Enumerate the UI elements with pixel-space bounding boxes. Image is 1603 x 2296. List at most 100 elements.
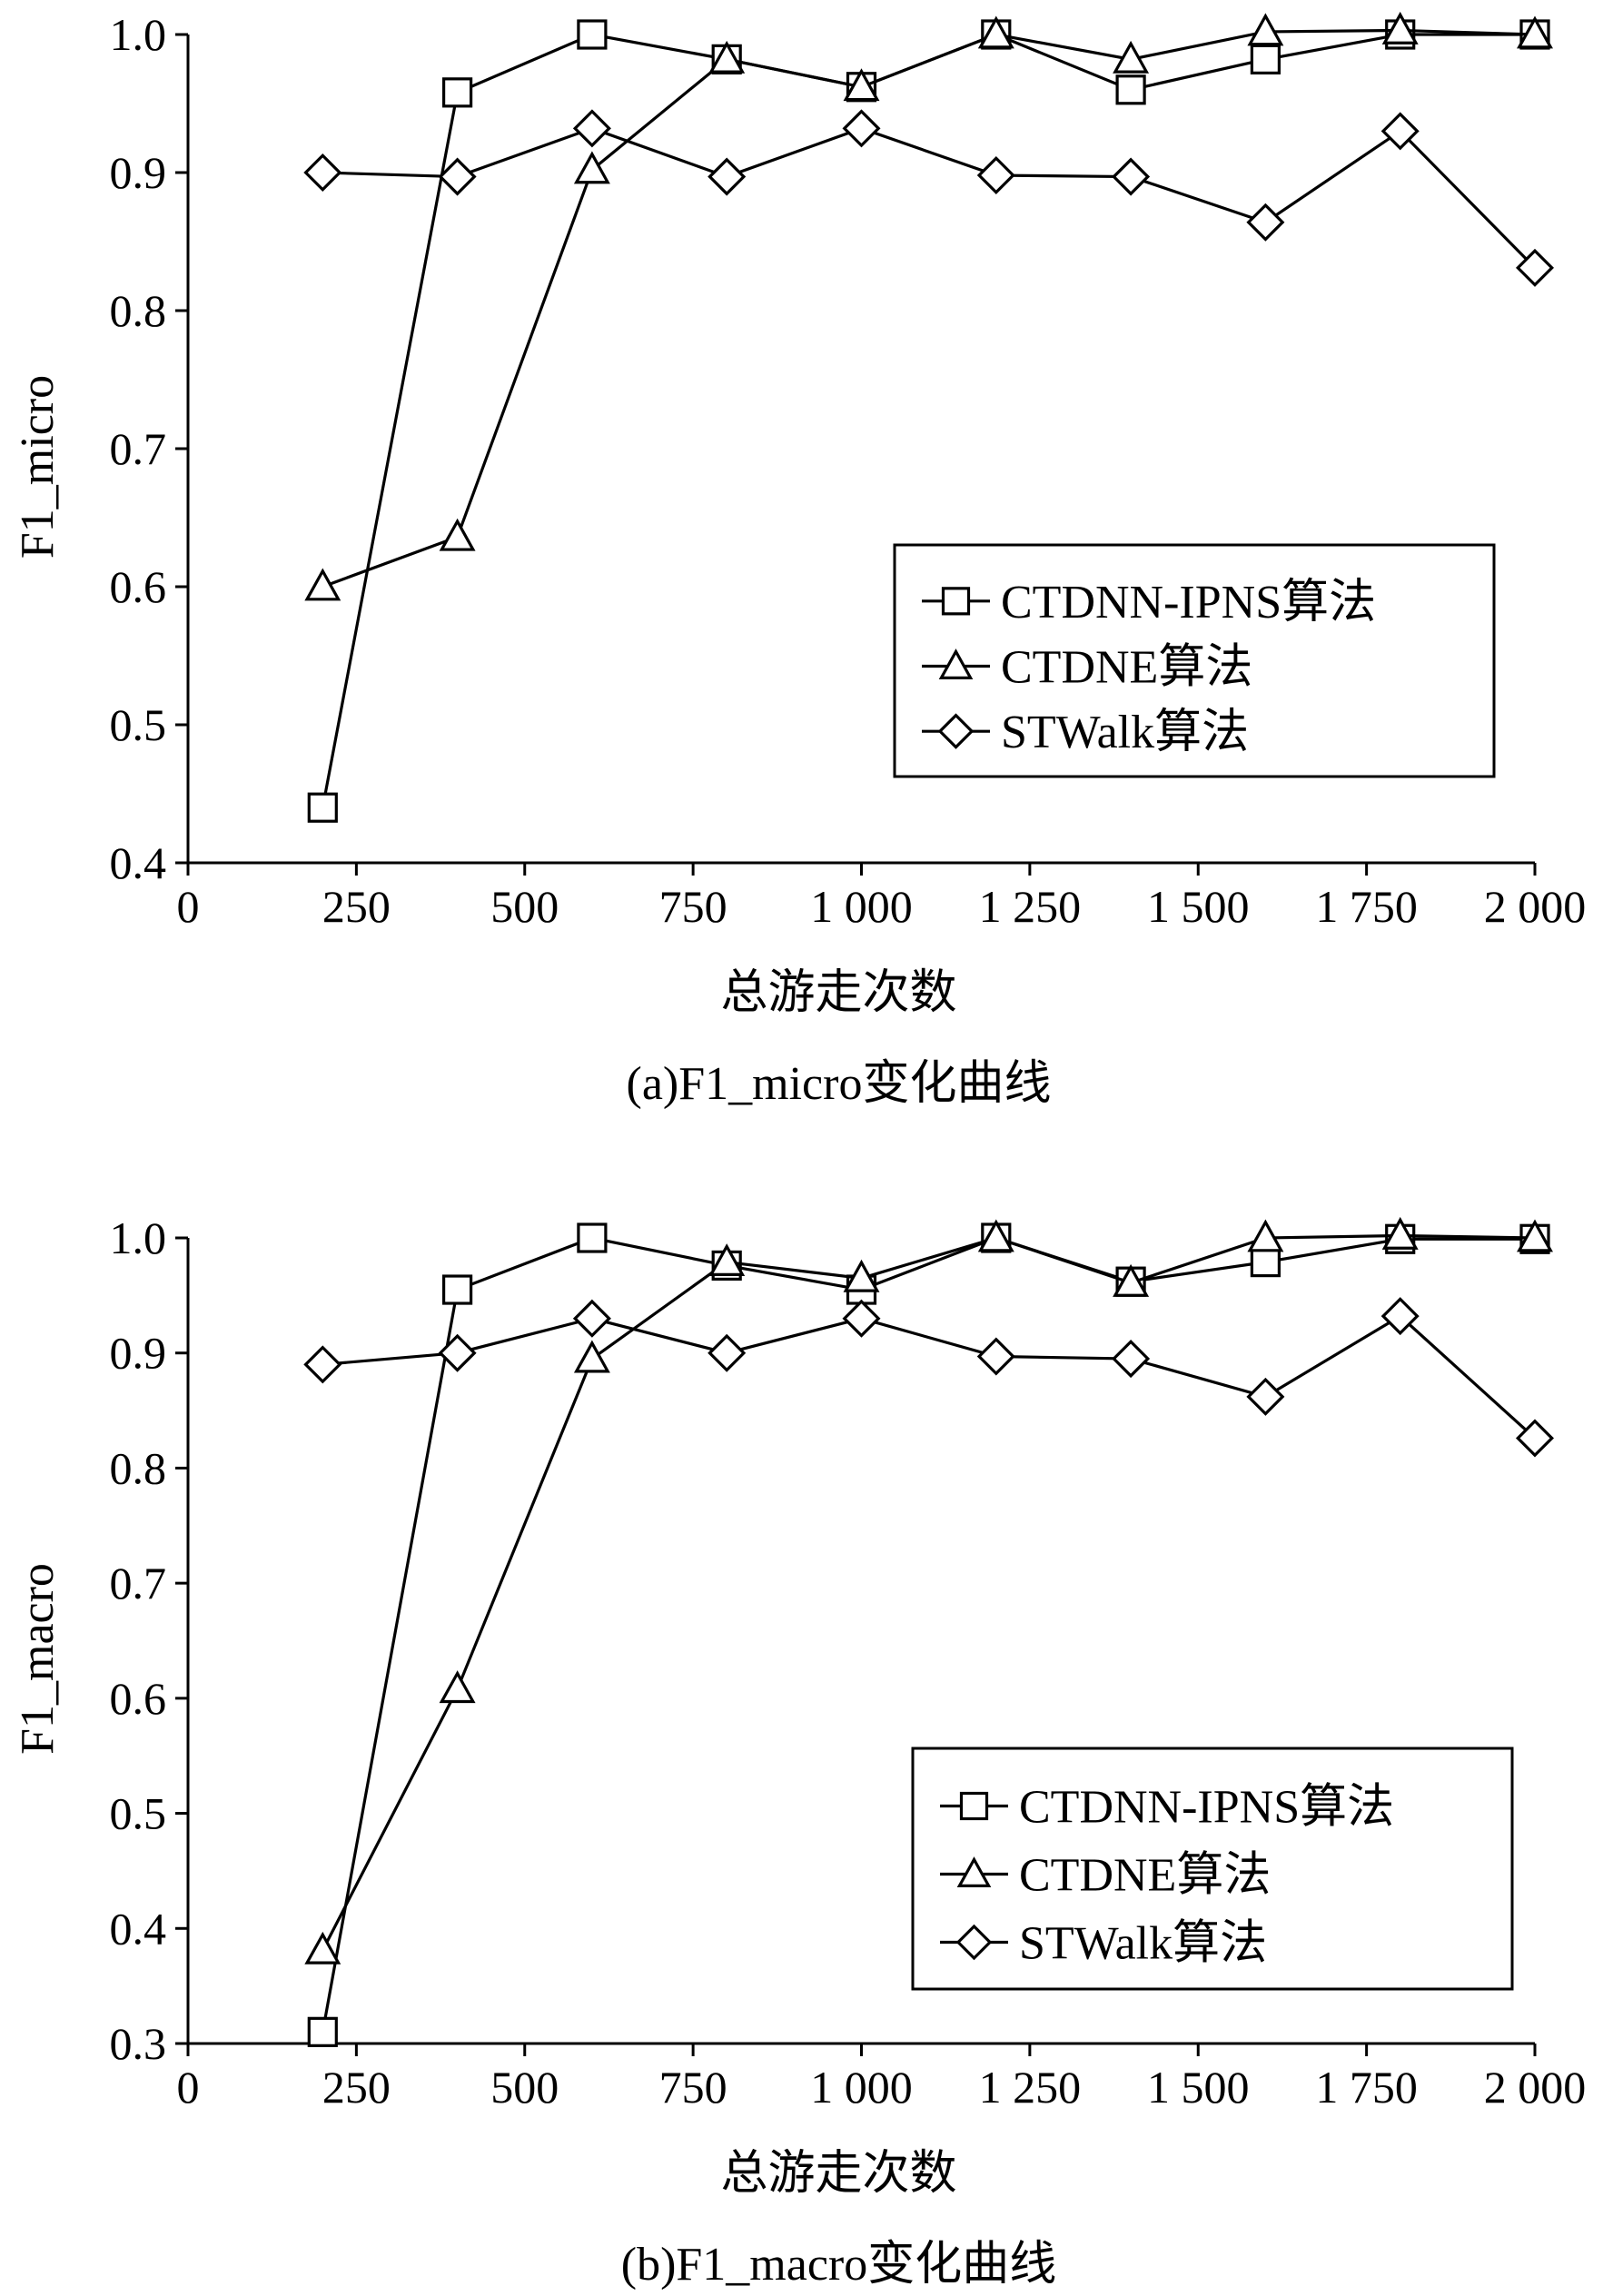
x-tick-label: 1 250 bbox=[979, 2062, 1082, 2113]
y-tick-label: 0.4 bbox=[110, 1903, 167, 1954]
x-tick-label: 2 000 bbox=[1484, 881, 1587, 932]
legend-label: CTDNN-IPNS算法 bbox=[1019, 1782, 1394, 1834]
data-point-triangle bbox=[1517, 1219, 1553, 1252]
legend-label: CTDNE算法 bbox=[1019, 1850, 1271, 1902]
data-point-square bbox=[307, 2016, 338, 2047]
y-tick-label: 0.8 bbox=[110, 1442, 167, 1493]
data-point-square bbox=[577, 1222, 608, 1253]
data-point-diamond bbox=[1246, 1377, 1285, 1416]
data-point-diamond bbox=[1112, 1340, 1151, 1379]
data-point-triangle bbox=[843, 68, 880, 102]
y-axis-title: F1_macro bbox=[12, 1563, 64, 1755]
data-point-triangle bbox=[1113, 1263, 1150, 1297]
data-point-diamond bbox=[1112, 157, 1151, 196]
x-tick-label: 1 000 bbox=[810, 2062, 913, 2113]
data-point-diamond bbox=[842, 109, 881, 148]
chart-f1-micro: 0 250 500 750 1 000 1 250 1 500 1 750 2 000 0.4 0.… bbox=[12, 9, 1586, 1110]
data-point-diamond bbox=[303, 153, 342, 193]
data-point-diamond bbox=[1246, 203, 1285, 242]
data-point-diamond bbox=[438, 1333, 477, 1372]
y-tick-label: 0.4 bbox=[110, 837, 167, 888]
y-tick-label: 0.9 bbox=[110, 1328, 167, 1379]
data-point-triangle bbox=[708, 1243, 746, 1277]
y-tick-label: 0.5 bbox=[110, 1788, 167, 1839]
x-tick-label: 250 bbox=[322, 881, 391, 932]
legend-marker-square bbox=[959, 1791, 989, 1821]
data-point-diamond bbox=[303, 1345, 342, 1384]
data-point-diamond bbox=[438, 157, 477, 196]
data-point-triangle bbox=[1381, 1216, 1419, 1250]
data-point-diamond bbox=[1380, 1297, 1420, 1336]
series-line-diamond bbox=[322, 1314, 1537, 1440]
y-tick-label: 0.6 bbox=[110, 561, 167, 612]
y-tick-label: 0.5 bbox=[110, 699, 167, 750]
data-point-triangle bbox=[439, 518, 476, 551]
legend-marker-diamond bbox=[955, 1924, 993, 1961]
y-tick-label: 0.8 bbox=[110, 285, 167, 336]
data-point-diamond bbox=[707, 157, 747, 196]
data-point-triangle bbox=[573, 1340, 610, 1373]
data-point-square bbox=[442, 1274, 473, 1305]
data-point-diamond bbox=[976, 156, 1015, 195]
data-point-triangle bbox=[1381, 11, 1419, 45]
data-point-diamond bbox=[707, 1333, 747, 1372]
x-tick-label: 1 500 bbox=[1147, 881, 1250, 932]
data-point-triangle bbox=[843, 1259, 880, 1292]
x-axis-title: 总游走次数 bbox=[720, 967, 956, 1019]
legend-label: CTDNE算法 bbox=[1001, 642, 1252, 694]
data-point-diamond bbox=[976, 1337, 1015, 1376]
x-tick-label: 1 000 bbox=[810, 881, 913, 932]
y-tick-label: 0.9 bbox=[110, 147, 167, 198]
legend-label: STWalk算法 bbox=[1019, 1918, 1267, 1970]
series-line-triangle bbox=[322, 28, 1536, 589]
x-tick-label: 2 000 bbox=[1484, 2062, 1587, 2113]
x-tick-label: 1 500 bbox=[1147, 2062, 1250, 2113]
x-tick-label: 750 bbox=[659, 881, 727, 932]
x-tick-label: 250 bbox=[322, 2062, 391, 2113]
data-point-triangle bbox=[573, 151, 610, 184]
data-point-triangle bbox=[1247, 13, 1284, 46]
x-tick-label: 1 750 bbox=[1315, 2062, 1418, 2113]
series-line-diamond bbox=[322, 126, 1537, 270]
chart-caption: (b)F1_macro变化曲线 bbox=[621, 2239, 1056, 2291]
data-point-triangle bbox=[439, 1670, 476, 1704]
legend-label: STWalk算法 bbox=[1001, 707, 1249, 758]
data-point-diamond bbox=[572, 109, 611, 148]
legend-marker-triangle bbox=[956, 1856, 992, 1887]
data-point-triangle bbox=[977, 15, 1014, 49]
legend-box bbox=[893, 543, 1496, 778]
y-tick-label: 0.3 bbox=[110, 2018, 167, 2069]
legend-label: CTDNN-IPNS算法 bbox=[1001, 577, 1376, 628]
legend-box bbox=[911, 1747, 1514, 1991]
x-tick-label: 500 bbox=[490, 881, 559, 932]
data-point-triangle bbox=[304, 568, 341, 601]
data-point-triangle bbox=[304, 1931, 341, 1964]
legend-marker-square bbox=[941, 587, 971, 616]
data-point-diamond bbox=[842, 1299, 881, 1338]
legend: CTDNN-IPNS算法 CTDNE算法 STWalk算法 bbox=[893, 543, 1496, 778]
x-tick-label: 0 bbox=[177, 881, 200, 932]
data-point-square bbox=[1115, 74, 1146, 105]
chart-f1-macro: 0 250 500 750 1 000 1 250 1 500 1 750 2 000 0.3 0.… bbox=[12, 1212, 1586, 2291]
y-axis-title: F1_micro bbox=[12, 375, 64, 559]
y-tick-label: 0.6 bbox=[110, 1673, 167, 1724]
data-point-diamond bbox=[1515, 248, 1555, 287]
data-point-triangle bbox=[1247, 1219, 1284, 1252]
data-point-triangle bbox=[708, 40, 746, 74]
series-line-square bbox=[321, 1236, 1535, 2033]
data-point-diamond bbox=[1380, 112, 1420, 151]
x-axis-title: 总游走次数 bbox=[720, 2148, 956, 2200]
data-point-square bbox=[1250, 44, 1281, 74]
data-point-square bbox=[307, 792, 338, 823]
data-point-square bbox=[442, 77, 473, 108]
legend: CTDNN-IPNS算法 CTDNE算法 STWalk算法 bbox=[911, 1747, 1514, 1991]
data-point-triangle bbox=[1113, 40, 1150, 74]
legend-marker-diamond bbox=[937, 713, 975, 749]
data-point-diamond bbox=[1515, 1419, 1555, 1458]
legend-marker-triangle bbox=[938, 648, 974, 679]
y-tick-label: 1.0 bbox=[110, 9, 167, 60]
data-point-square bbox=[1250, 1247, 1281, 1278]
x-tick-label: 1 250 bbox=[979, 881, 1082, 932]
x-tick-label: 500 bbox=[490, 2062, 559, 2113]
